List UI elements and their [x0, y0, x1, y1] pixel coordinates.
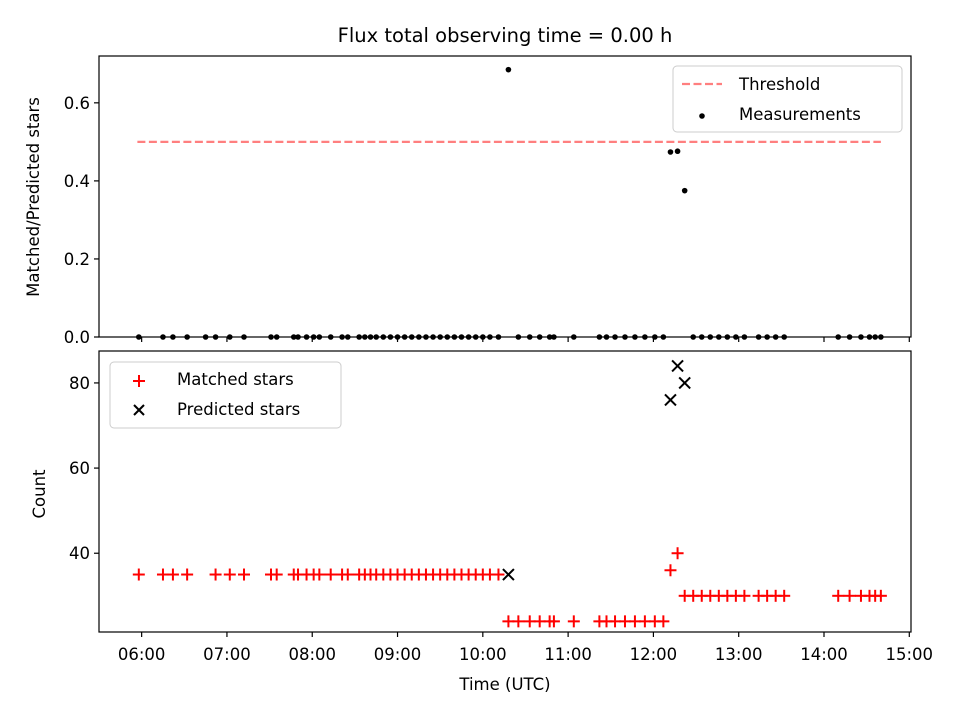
legend-matched-swatch	[133, 375, 145, 387]
matched-star-point	[664, 564, 677, 577]
matched-star-point	[324, 568, 337, 581]
bottom-y-tick-label: 60	[69, 459, 90, 478]
matched-star-point	[223, 568, 236, 581]
matched-star-point	[209, 568, 222, 581]
matched-star-point	[778, 589, 791, 602]
matched-star-point	[238, 568, 250, 581]
top-y-tick-label: 0.6	[64, 94, 90, 113]
measurement-point	[681, 187, 688, 194]
predicted-star-point	[502, 568, 515, 581]
legend-predicted-swatch	[133, 404, 145, 416]
bottom-x-tick-label: 13:00	[715, 645, 763, 664]
bottom-x-tick-label: 09:00	[374, 645, 422, 664]
top-y-tick-label: 0.4	[64, 172, 90, 191]
top-legend-box	[672, 65, 903, 133]
bottom-x-tick-label: 12:00	[630, 645, 678, 664]
matched-star-point	[313, 568, 326, 581]
measurement-point	[674, 148, 681, 155]
matched-star-point	[567, 615, 580, 628]
bottom-legend-box	[109, 361, 342, 429]
bottom-x-tick-label: 11:00	[544, 645, 592, 664]
predicted-star-point	[671, 359, 684, 373]
matched-star-point	[270, 568, 283, 581]
bottom-x-tick-label: 07:00	[203, 645, 251, 664]
matched-star-point	[671, 547, 684, 560]
bottom-y-axis-label: Count	[30, 469, 49, 519]
bottom-x-tick-label: 08:00	[288, 645, 336, 664]
matched-star-point	[492, 568, 505, 581]
legend-measurements-swatch	[699, 113, 705, 119]
matched-star-point	[166, 568, 179, 581]
top-y-tick-label: 0.0	[64, 328, 90, 347]
measurement-point	[505, 66, 512, 73]
measurement-point	[667, 149, 674, 155]
legend-matched-label: Matched stars	[177, 370, 294, 389]
matched-star-point	[832, 589, 845, 602]
bottom-x-tick-label: 14:00	[800, 645, 848, 664]
top-axes-frame	[98, 55, 912, 338]
bottom-axes-frame	[98, 350, 912, 633]
top-y-axis-label: Matched/Predicted stars	[24, 97, 43, 297]
matched-star-point	[512, 615, 525, 628]
top-plot-area	[136, 66, 884, 340]
top-y-tick-label: 0.2	[64, 250, 90, 269]
matched-star-point	[657, 615, 670, 628]
top-chart-title: Flux total observing time = 0.00 h	[338, 24, 673, 47]
predicted-star-point	[664, 393, 677, 407]
matched-star-point	[341, 568, 354, 581]
bottom-legend: Matched stars Predicted stars	[109, 361, 342, 429]
legend-measurements-label: Measurements	[739, 105, 861, 124]
legend-threshold-label: Threshold	[738, 75, 820, 94]
matched-star-point	[132, 568, 145, 581]
bottom-y-tick-label: 40	[69, 544, 90, 563]
top-legend: Threshold Measurements	[672, 65, 903, 133]
predicted-star-point	[678, 376, 691, 390]
bottom-x-tick-label: 15:00	[886, 645, 934, 664]
matched-star-point	[738, 589, 751, 602]
top-y-axis: 0.0 0.2 0.4 0.6	[64, 94, 99, 347]
bottom-x-tick-label: 06:00	[118, 645, 166, 664]
matched-star-point	[181, 568, 194, 581]
matched-star-point	[874, 589, 887, 602]
legend-predicted-label: Predicted stars	[177, 400, 300, 419]
bottom-x-axis-label: Time (UTC)	[458, 675, 550, 694]
matched-star-point	[547, 615, 560, 628]
bottom-plot-area	[132, 359, 887, 628]
bottom-x-axis: 06:00 07:00 08:00 09:00 10:00 11:00 12:00 13:00…	[118, 632, 933, 664]
bottom-x-tick-label: 10:00	[459, 645, 507, 664]
top-x-axis	[141, 337, 910, 342]
bottom-y-axis: 40 60 80	[69, 374, 99, 563]
matched-star-point	[843, 589, 856, 602]
bottom-y-tick-label: 80	[69, 374, 90, 393]
